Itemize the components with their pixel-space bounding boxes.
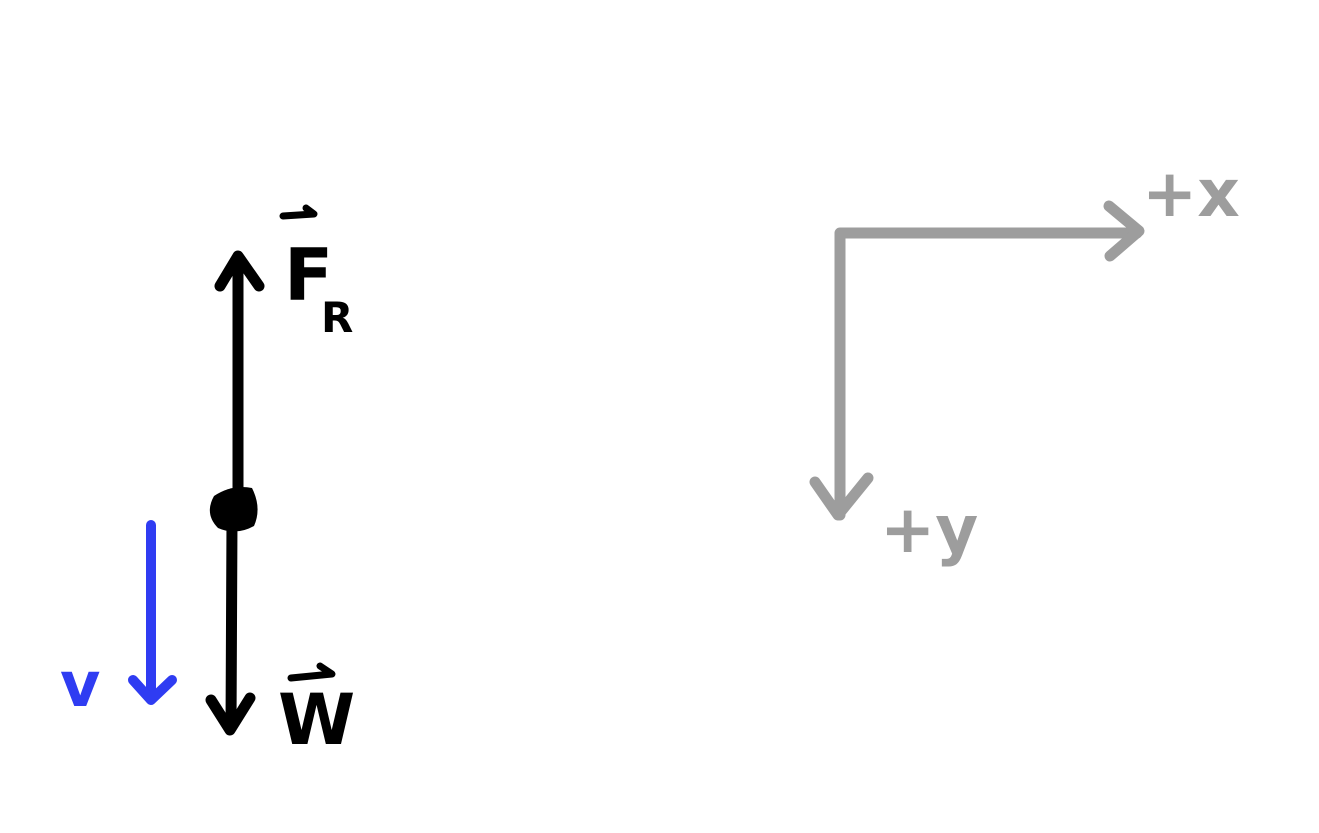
weight-arrow — [205, 514, 256, 736]
y-axis-label: +y — [880, 491, 978, 568]
velocity-arrow — [128, 520, 177, 705]
coordinate-axes — [809, 200, 1145, 521]
weight-label: W — [278, 679, 355, 761]
resistance-force-arrow — [214, 250, 265, 506]
resistance-force-label: F — [284, 233, 333, 317]
object-dot — [209, 487, 258, 532]
x-axis-line — [834, 227, 1143, 521]
x-axis-label: +x — [1142, 155, 1240, 232]
vector-accents — [279, 204, 336, 682]
y-axis-arrowhead — [809, 472, 874, 521]
velocity-label: v — [60, 648, 100, 721]
x-axis-arrowhead — [1103, 200, 1145, 262]
resistance-force-subscript: R — [321, 293, 353, 342]
